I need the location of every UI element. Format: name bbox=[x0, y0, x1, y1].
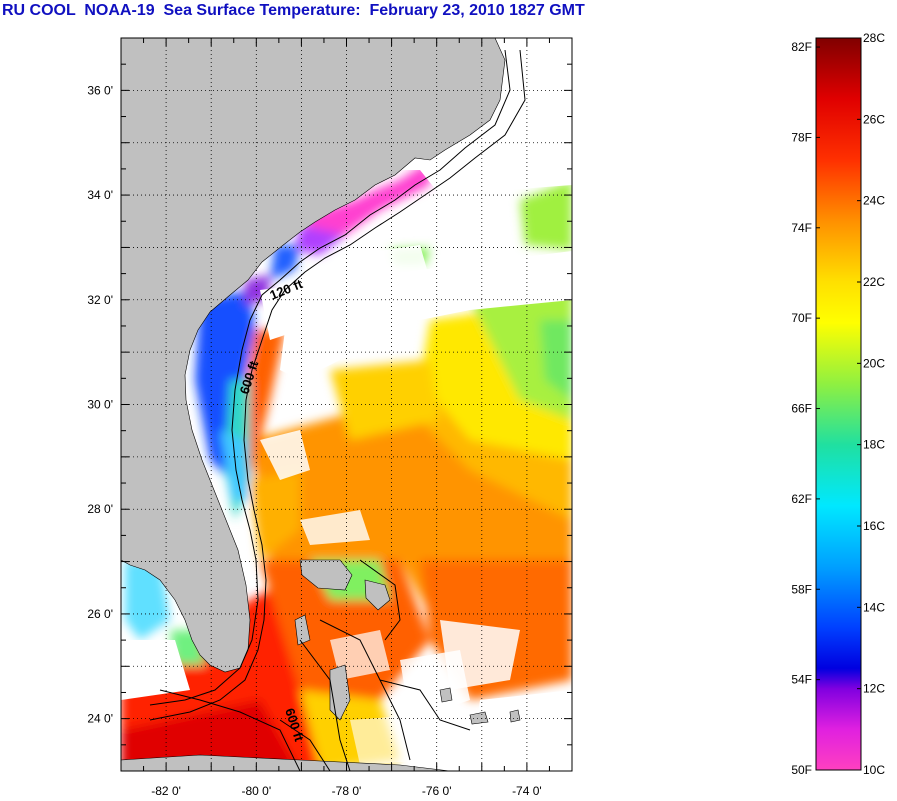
colorbar-label-c: 12C bbox=[863, 682, 885, 696]
colorbar-label-c: 22C bbox=[863, 275, 885, 289]
lon-tick-label: -78 0' bbox=[332, 784, 362, 798]
land bbox=[121, 38, 521, 771]
lon-tick-label: -76 0' bbox=[422, 784, 452, 798]
bathymetry-contours bbox=[149, 49, 526, 771]
colorbar-labels: 28C 26C 24C 22C 20C 18C 16C 14C 12C 10C 82F 78F 74F 7… bbox=[791, 31, 885, 777]
lat-tick-label: 24 0' bbox=[87, 712, 113, 726]
colorbar: 28C 26C 24C 22C 20C 18C 16C 14C 12C 10C 82F 78F 74F 7… bbox=[791, 31, 885, 777]
colorbar-label-c: 16C bbox=[863, 519, 885, 533]
colorbar-label-c: 10C bbox=[863, 763, 885, 777]
lat-tick-label: 26 0' bbox=[87, 607, 113, 621]
map-title: RU COOL NOAA-19 Sea Surface Temperature:… bbox=[2, 2, 585, 19]
colorbar-ramp bbox=[815, 37, 862, 771]
colorbar-label-f: 66F bbox=[791, 402, 812, 416]
colorbar-label-f: 54F bbox=[791, 673, 812, 687]
lon-tick-label: -74 0' bbox=[512, 784, 542, 798]
colorbar-label-c: 20C bbox=[863, 356, 885, 370]
colorbar-label-c: 28C bbox=[863, 31, 885, 45]
lon-tick-label: -82 0' bbox=[151, 784, 181, 798]
lat-tick-label: 28 0' bbox=[87, 502, 113, 516]
colorbar-label-f: 70F bbox=[791, 311, 812, 325]
map-axes: 36 0' 34 0' 32 0' 30 0' 28 0' 26 0' 24 0' -82 0… bbox=[87, 37, 573, 798]
lat-tick-label: 30 0' bbox=[87, 398, 113, 412]
colorbar-label-c: 24C bbox=[863, 194, 885, 208]
colorbar-label-f: 58F bbox=[791, 582, 812, 596]
lat-tick-label: 34 0' bbox=[87, 188, 113, 202]
colorbar-label-f: 78F bbox=[791, 130, 812, 144]
colorbar-label-c: 18C bbox=[863, 438, 885, 452]
map-area: 120 ft 600 ft 600 ft bbox=[121, 38, 572, 771]
lon-tick-label: -80 0' bbox=[241, 784, 271, 798]
colorbar-label-c: 26C bbox=[863, 112, 885, 126]
colorbar-label-f: 62F bbox=[791, 492, 812, 506]
colorbar-label-c: 14C bbox=[863, 600, 885, 614]
colorbar-label-f: 50F bbox=[791, 763, 812, 777]
lat-tick-label: 32 0' bbox=[87, 293, 113, 307]
colorbar-label-f: 82F bbox=[791, 40, 812, 54]
lat-tick-label: 36 0' bbox=[87, 83, 113, 97]
colorbar-label-f: 74F bbox=[791, 221, 812, 235]
